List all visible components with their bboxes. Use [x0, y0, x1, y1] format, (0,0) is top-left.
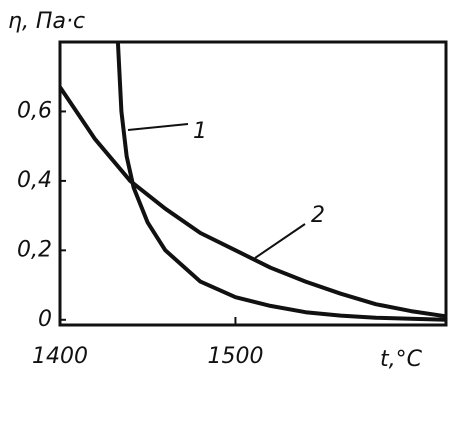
y-tick-label: 0,6 — [17, 98, 52, 123]
x-tick-label: 1500 — [207, 344, 263, 369]
curve — [115, 41, 447, 322]
leader-line — [254, 223, 306, 259]
legend-label: 2 — [311, 203, 325, 228]
y-tick-label: 0,4 — [17, 168, 52, 193]
legend-label: 1 — [193, 119, 207, 144]
y-tick-label: 0 — [38, 307, 52, 332]
x-axis-label: t,°C — [380, 347, 423, 372]
leader-line — [127, 123, 189, 131]
plot-frame — [58, 40, 448, 327]
curve — [58, 85, 447, 319]
y-axis-label: η, Па·с — [8, 9, 85, 34]
x-tick-label: 1400 — [32, 344, 88, 369]
y-tick-label: 0,2 — [17, 237, 52, 262]
